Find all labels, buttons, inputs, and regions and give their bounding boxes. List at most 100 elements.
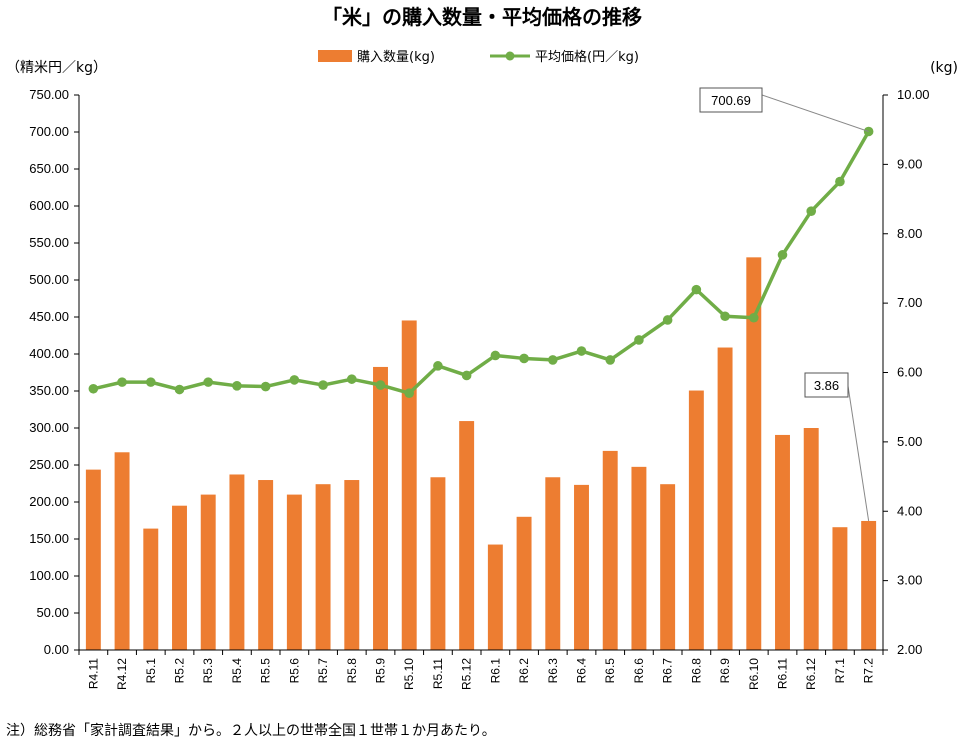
right-axis-unit: (kg) — [930, 60, 958, 76]
x-tick-label: R6.4 — [575, 658, 589, 684]
left-tick-label: 50.00 — [36, 605, 69, 620]
x-tick-label: R6.1 — [488, 658, 502, 684]
x-tick-label: R6.12 — [804, 658, 818, 690]
x-tick-label: R5.8 — [345, 658, 359, 684]
x-tick-label: R6.7 — [661, 658, 675, 684]
price-point-R5.6 — [289, 375, 300, 385]
legend-swatch-marker — [505, 51, 515, 61]
x-tick-label: R5.4 — [230, 658, 244, 684]
price-point-R5.2 — [174, 384, 185, 395]
price-point-R6.11 — [777, 250, 788, 260]
quantity-callout-box — [804, 372, 849, 398]
x-tick-label: R7.2 — [862, 658, 876, 684]
price-point-R6.3 — [547, 355, 558, 365]
x-tick-label: R5.10 — [402, 658, 416, 690]
price-point-R6.12 — [806, 206, 817, 216]
x-tick-label: R6.8 — [689, 658, 703, 684]
left-tick-label: 450.00 — [29, 309, 69, 324]
x-tick-label: R6.2 — [517, 658, 531, 684]
x-tick-label: R6.11 — [776, 658, 790, 689]
bar-R5.3 — [200, 494, 216, 650]
bar-R6.9 — [717, 347, 733, 650]
price-callout-leader — [761, 94, 869, 132]
bar-R4.11 — [85, 469, 101, 650]
bar-R5.2 — [172, 505, 187, 650]
price-point-R5.8 — [346, 374, 357, 384]
price-point-R5.11 — [433, 361, 443, 371]
left-tick-label: 600.00 — [29, 198, 69, 213]
bar-R6.4 — [574, 484, 589, 650]
footnote: 注）総務省「家計調査結果」から。２人以上の世帯全国１世帯１か月あたり。 — [6, 723, 496, 739]
legend-label-bar: 購入数量(kg) — [357, 50, 435, 65]
bar-R6.7 — [660, 484, 676, 650]
x-tick-label: R4.11 — [86, 658, 100, 689]
left-tick-label: 650.00 — [29, 161, 69, 176]
bar-R6.5 — [602, 450, 618, 650]
legend-swatch-bar — [318, 50, 352, 62]
price-point-R4.11 — [88, 383, 99, 394]
x-tick-label: R5.7 — [316, 658, 330, 684]
left-tick-label: 300.00 — [29, 420, 69, 435]
x-tick-label: R5.9 — [374, 658, 388, 684]
bar-R5.7 — [315, 484, 331, 650]
price-point-R5.10 — [404, 388, 415, 399]
bar-R6.2 — [516, 516, 532, 650]
chart-title: 「米」の購入数量・平均価格の推移 — [322, 5, 642, 29]
bar-R6.6 — [631, 466, 647, 650]
price-point-R5.12 — [461, 370, 472, 381]
right-tick-label: 10.00 — [897, 87, 930, 102]
left-tick-label: 0.00 — [44, 642, 69, 657]
price-point-R6.10 — [748, 312, 759, 323]
right-tick-label: 5.00 — [897, 434, 922, 449]
price-point-R7.1 — [835, 176, 845, 187]
bar-R7.1 — [832, 527, 848, 650]
bar-R5.5 — [258, 480, 274, 650]
price-point-R6.5 — [605, 355, 616, 365]
bar-R5.6 — [286, 494, 302, 650]
left-tick-label: 750.00 — [29, 87, 69, 102]
bar-R7.2 — [861, 520, 877, 650]
bar-R5.4 — [229, 474, 245, 650]
bar-R6.3 — [545, 477, 561, 650]
legend-label-line: 平均価格(円／kg) — [535, 49, 639, 65]
x-tick-label: R5.1 — [144, 658, 158, 684]
x-tick-label: R7.1 — [833, 658, 847, 684]
right-tick-label: 7.00 — [897, 295, 922, 310]
price-point-R5.7 — [318, 380, 328, 390]
price-point-R5.4 — [232, 381, 242, 391]
bar-R6.8 — [688, 390, 704, 650]
x-tick-label: R6.9 — [718, 658, 732, 684]
x-tick-label: R5.6 — [287, 658, 301, 684]
bar-R5.1 — [143, 528, 159, 650]
x-tick-label: R5.3 — [201, 658, 215, 684]
x-tick-label: R6.10 — [747, 658, 761, 690]
right-tick-label: 8.00 — [897, 226, 922, 241]
right-tick-label: 2.00 — [897, 642, 922, 657]
price-point-R6.8 — [691, 284, 702, 295]
right-tick-label: 6.00 — [897, 365, 922, 380]
plot-area: 0.00 50.00 100.00 150.00 200.00 250.00 300.00 3… — [29, 87, 929, 690]
price-callout-label: 700.69 — [711, 93, 751, 108]
price-point-R5.3 — [203, 377, 214, 387]
right-tick-label: 9.00 — [897, 156, 922, 171]
left-tick-label: 550.00 — [29, 235, 69, 250]
bar-R4.12 — [114, 452, 130, 650]
left-axis-unit: （精米円／kg） — [6, 60, 107, 76]
left-tick-label: 400.00 — [29, 346, 69, 361]
x-tick-label: R6.6 — [632, 658, 646, 684]
right-tick-label: 3.00 — [897, 573, 922, 588]
left-tick-label: 500.00 — [29, 272, 69, 287]
price-point-R6.9 — [720, 311, 730, 322]
quantity-callout-leader — [847, 385, 870, 522]
bar-R6.12 — [803, 428, 819, 650]
price-point-R4.12 — [117, 377, 127, 387]
left-tick-label: 250.00 — [29, 457, 69, 472]
left-tick-label: 350.00 — [29, 383, 69, 398]
price-point-R5.9 — [375, 380, 386, 390]
x-tick-label: R5.11 — [431, 658, 445, 689]
bar-R5.10 — [401, 320, 417, 650]
price-point-R5.1 — [145, 377, 156, 387]
price-point-R6.4 — [576, 346, 587, 356]
left-tick-label: 700.00 — [29, 124, 69, 139]
